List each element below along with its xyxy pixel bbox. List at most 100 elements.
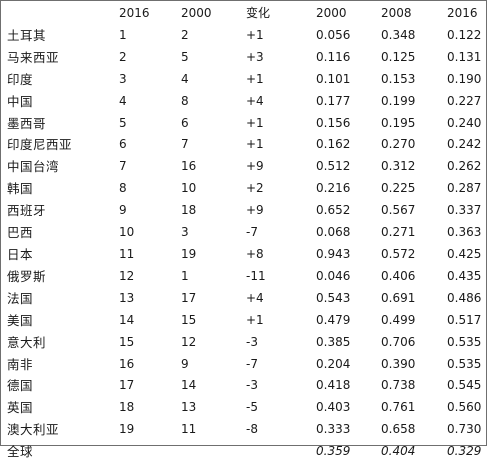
cell-change: +3 [246, 49, 264, 64]
cell-rank-2016: 15 [119, 334, 135, 349]
cell-change: +1 [246, 27, 264, 42]
cell-rank-2000: 15 [181, 312, 197, 327]
cell-value-2016: 0.131 [447, 49, 482, 64]
cell-value-2000: 0.162 [316, 137, 351, 152]
cell-country: 墨西哥 [7, 115, 47, 131]
cell-value-2016: 0.486 [447, 290, 482, 305]
cell-change: +9 [246, 159, 264, 174]
cell-value-2000: 0.418 [316, 378, 351, 393]
cell-value-2008: 0.572 [381, 246, 416, 261]
cell-value-2000: 0.333 [316, 422, 351, 437]
cell-rank-2000: 17 [181, 290, 197, 305]
cell-rank-2016: 19 [119, 422, 135, 437]
cell-value-2008: 0.199 [381, 93, 416, 108]
cell-value-2000: 0.156 [316, 115, 351, 130]
cell-country: 德国 [7, 378, 34, 394]
cell-value-2016: 0.227 [447, 93, 482, 108]
cell-value-2000: 0.385 [316, 334, 351, 349]
cell-country: 南非 [7, 356, 34, 372]
table-row: 德国 17 14 -3 0.418 0.738 0.545 [1, 375, 488, 397]
cell-value-2000: 0.543 [316, 290, 351, 305]
cell-change: -7 [246, 225, 258, 240]
cell-country: 巴西 [7, 225, 34, 241]
cell-rank-2000: 6 [181, 115, 189, 130]
table-row: 英国 18 13 -5 0.403 0.761 0.560 [1, 397, 488, 419]
table-row: 澳大利亚 19 11 -8 0.333 0.658 0.730 [1, 419, 488, 441]
cell-change: -3 [246, 378, 258, 393]
cell-rank-2016: 13 [119, 290, 135, 305]
cell-change: +1 [246, 71, 264, 86]
cell-value-2008: 0.270 [381, 137, 416, 152]
cell-value-2016: 0.545 [447, 378, 482, 393]
header-change: 变化 [246, 6, 271, 20]
cell-rank-2000: 8 [181, 93, 189, 108]
header-value-2016: 2016 [447, 6, 478, 20]
cell-rank-2000: 5 [181, 49, 189, 64]
ranking-table: 2016 2000 变化 2000 2008 2016 土耳其 1 2 +1 0.056… [1, 3, 488, 463]
table-row: 中国台湾 7 16 +9 0.512 0.312 0.262 [1, 156, 488, 178]
cell-value-2000: 0.652 [316, 203, 351, 218]
cell-value-2008: 0.691 [381, 290, 416, 305]
cell-value-2016: 0.425 [447, 246, 482, 261]
cell-rank-2000: 2 [181, 27, 189, 42]
cell-value-2000: 0.403 [316, 400, 351, 415]
cell-value-2008: 0.499 [381, 312, 416, 327]
cell-change: +1 [246, 137, 264, 152]
cell-country: 日本 [7, 246, 34, 262]
cell-change: +4 [246, 290, 264, 305]
cell-rank-2000: 14 [181, 378, 197, 393]
table-row: 南非 16 9 -7 0.204 0.390 0.535 [1, 354, 488, 376]
cell-value-2008: 0.312 [381, 159, 416, 174]
cell-rank-2016: 5 [119, 115, 127, 130]
cell-rank-2016: 8 [119, 181, 127, 196]
cell-value-2000: 0.101 [316, 71, 351, 86]
cell-value-2008: 0.658 [381, 422, 416, 437]
cell-value-2000: 0.512 [316, 159, 351, 174]
total-cell-rank-2016 [119, 441, 181, 463]
table-row: 日本 11 19 +8 0.943 0.572 0.425 [1, 244, 488, 266]
cell-rank-2016: 9 [119, 203, 127, 218]
total-cell-country: 全球 [7, 444, 34, 460]
cell-country: 西班牙 [7, 203, 47, 219]
cell-country: 马来西亚 [7, 49, 60, 65]
cell-change: +9 [246, 203, 264, 218]
cell-rank-2000: 3 [181, 225, 189, 240]
cell-change: -11 [246, 268, 266, 283]
table-row: 西班牙 9 18 +9 0.652 0.567 0.337 [1, 200, 488, 222]
table-row: 韩国 8 10 +2 0.216 0.225 0.287 [1, 178, 488, 200]
cell-rank-2000: 9 [181, 356, 189, 371]
cell-change: +4 [246, 93, 264, 108]
cell-value-2008: 0.271 [381, 225, 416, 240]
table-row: 土耳其 1 2 +1 0.056 0.348 0.122 [1, 25, 488, 47]
cell-rank-2016: 14 [119, 312, 135, 327]
cell-rank-2000: 4 [181, 71, 189, 86]
cell-value-2008: 0.195 [381, 115, 416, 130]
table-row: 俄罗斯 12 1 -11 0.046 0.406 0.435 [1, 266, 488, 288]
table-row: 法国 13 17 +4 0.543 0.691 0.486 [1, 288, 488, 310]
cell-country: 意大利 [7, 334, 47, 350]
cell-value-2008: 0.706 [381, 334, 416, 349]
cell-rank-2016: 16 [119, 356, 135, 371]
cell-value-2000: 0.056 [316, 27, 351, 42]
table-row: 中国 4 8 +4 0.177 0.199 0.227 [1, 91, 488, 113]
total-cell-value-2000: 0.359 [316, 444, 351, 459]
total-cell-rank-2000 [181, 441, 246, 463]
table-row: 马来西亚 2 5 +3 0.116 0.125 0.131 [1, 47, 488, 69]
table-row: 美国 14 15 +1 0.479 0.499 0.517 [1, 310, 488, 332]
total-cell-value-2016: 0.329 [447, 444, 482, 459]
cell-country: 中国台湾 [7, 159, 60, 175]
cell-rank-2000: 13 [181, 400, 197, 415]
cell-change: +2 [246, 181, 264, 196]
cell-value-2016: 0.287 [447, 181, 482, 196]
table-row: 印度尼西亚 6 7 +1 0.162 0.270 0.242 [1, 134, 488, 156]
cell-value-2000: 0.216 [316, 181, 351, 196]
cell-rank-2000: 7 [181, 137, 189, 152]
cell-country: 澳大利亚 [7, 422, 60, 438]
cell-value-2016: 0.435 [447, 268, 482, 283]
table-row: 墨西哥 5 6 +1 0.156 0.195 0.240 [1, 113, 488, 135]
cell-rank-2016: 12 [119, 268, 135, 283]
cell-rank-2016: 17 [119, 378, 135, 393]
cell-rank-2016: 4 [119, 93, 127, 108]
cell-value-2016: 0.240 [447, 115, 482, 130]
